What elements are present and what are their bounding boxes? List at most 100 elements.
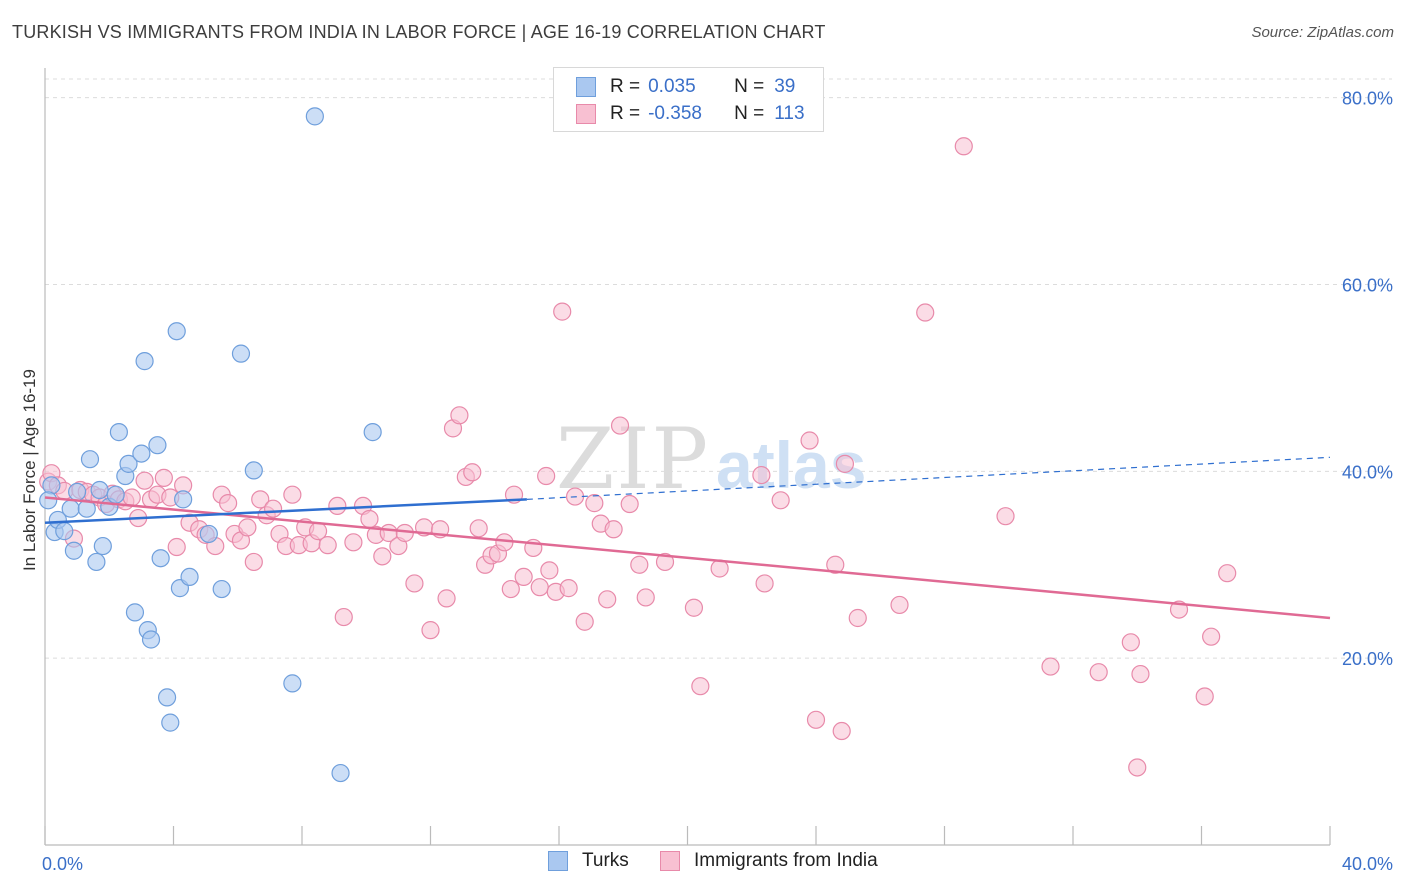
x-tick-label-min: 0.0% — [42, 854, 83, 874]
turks-point — [157, 688, 177, 707]
legend-n-label: N = — [734, 103, 765, 124]
turks-point — [244, 461, 263, 480]
legend-n-value: 39 — [774, 76, 796, 97]
correlation-legend: R = 0.035 N = 39 R = -0.358 N = 113 — [553, 67, 824, 132]
india-point — [890, 595, 909, 615]
india-point — [328, 496, 347, 516]
india-point — [916, 303, 935, 322]
india-point — [135, 471, 154, 490]
turks-point — [80, 450, 100, 469]
turks-point — [93, 536, 112, 556]
india-point — [610, 416, 630, 435]
turks-point — [42, 476, 61, 495]
y-tick-label: 20.0% — [1342, 649, 1393, 669]
india-point — [575, 612, 594, 631]
turks-point — [132, 444, 151, 463]
turks-point — [55, 522, 74, 541]
india-point — [553, 302, 572, 321]
india-point — [1202, 627, 1221, 646]
india-point — [1218, 564, 1237, 583]
turks-point — [90, 480, 109, 500]
india-point — [835, 454, 855, 473]
legend-swatch-india — [576, 104, 596, 124]
turks-point — [283, 674, 302, 693]
turks-point — [161, 713, 180, 732]
legend-swatch-india — [660, 851, 680, 871]
india-point — [469, 519, 488, 538]
series-legend: Turks Immigrants from India — [0, 850, 1406, 878]
india-point — [806, 710, 826, 729]
india-point — [244, 552, 263, 572]
legend-label-india: Immigrants from India — [694, 850, 878, 871]
legend-swatch-turks — [576, 77, 596, 97]
india-point — [219, 494, 238, 513]
india-point — [1121, 633, 1140, 652]
india-point — [691, 677, 710, 696]
india-point — [752, 465, 771, 485]
india-point — [620, 494, 639, 514]
india-point — [848, 608, 867, 628]
india-point — [1041, 657, 1060, 676]
turks-point — [119, 454, 138, 473]
turks-point — [231, 344, 251, 363]
india-point — [251, 490, 270, 509]
india-point — [540, 561, 559, 580]
india-point — [360, 509, 379, 529]
india-point — [238, 518, 257, 537]
turks-point — [64, 541, 84, 560]
turks-point — [174, 490, 193, 509]
turks-point — [87, 552, 106, 572]
india-point — [450, 406, 469, 425]
legend-r-label: R = — [610, 103, 641, 124]
legend-row-india: R = -0.358 N = 113 — [576, 103, 805, 125]
india-point — [421, 621, 440, 640]
turks-point — [148, 436, 167, 455]
turks-point — [106, 485, 125, 504]
india-point — [344, 533, 363, 552]
y-tick-label: 40.0% — [1342, 462, 1393, 482]
india-point — [655, 552, 675, 572]
india-point — [585, 494, 604, 513]
turks-point — [39, 491, 58, 510]
india-point — [283, 485, 302, 504]
turks-point — [331, 763, 350, 783]
legend-item-india: Immigrants from India — [660, 850, 878, 872]
source-credit: Source: ZipAtlas.com — [1251, 24, 1394, 41]
india-point — [771, 491, 790, 510]
india-point — [318, 536, 337, 555]
india-point — [437, 589, 456, 608]
india-point — [154, 468, 173, 487]
turks-point — [135, 352, 154, 371]
india-point — [996, 507, 1015, 526]
india-point — [530, 578, 549, 597]
india-point — [832, 721, 851, 741]
india-point — [559, 579, 578, 598]
legend-n-label: N = — [734, 76, 765, 97]
india-point — [1131, 664, 1150, 684]
turks-point — [151, 549, 170, 568]
india-point — [630, 555, 649, 574]
turks-point — [68, 482, 87, 501]
turks-points — [39, 107, 382, 783]
india-point — [826, 555, 845, 574]
india-point — [463, 463, 482, 482]
legend-r-value: -0.358 — [648, 103, 702, 124]
india-point — [263, 499, 283, 518]
india-point — [636, 588, 655, 607]
india-point — [501, 579, 520, 599]
turks-point — [305, 107, 324, 126]
india-point — [954, 137, 973, 156]
x-tick-label-max: 40.0% — [1342, 854, 1393, 874]
india-point — [1128, 758, 1147, 777]
india-point — [755, 574, 774, 593]
axes — [44, 68, 1331, 846]
trend-lines — [44, 456, 1331, 620]
india-point — [167, 537, 186, 557]
turks-point — [212, 579, 231, 599]
turks-point — [363, 423, 382, 442]
india-point — [604, 520, 623, 539]
turks-trend-line — [44, 498, 527, 524]
india-point — [405, 574, 424, 593]
india-point — [334, 607, 353, 627]
legend-r-label: R = — [610, 76, 641, 97]
